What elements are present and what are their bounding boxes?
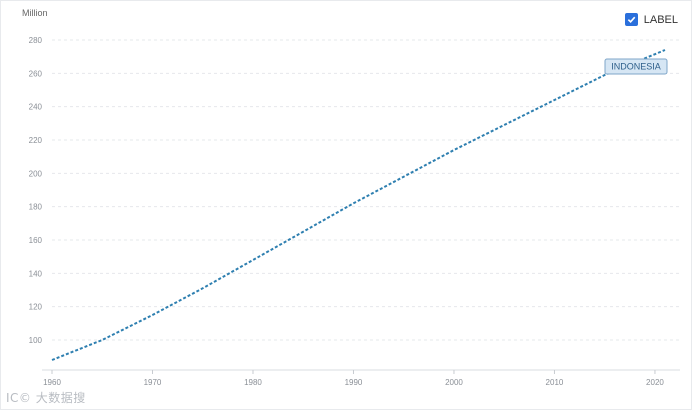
x-tick-1960: 1960 — [43, 378, 61, 387]
y-axis-label: Million — [22, 8, 48, 18]
y-tick-240: 240 — [29, 103, 43, 112]
label-toggle-text: LABEL — [643, 13, 678, 26]
label-toggle[interactable]: LABEL — [624, 13, 678, 26]
y-tick-200: 200 — [29, 169, 43, 178]
y-tick-220: 220 — [29, 136, 43, 145]
x-tick-1980: 1980 — [244, 378, 262, 387]
x-tick-2010: 2010 — [546, 378, 564, 387]
y-tick-280: 280 — [29, 36, 43, 45]
x-tick-1990: 1990 — [345, 378, 363, 387]
y-tick-180: 180 — [29, 203, 43, 212]
series-label-box — [604, 58, 668, 75]
series-line-0 — [51, 49, 666, 361]
y-tick-140: 140 — [29, 269, 43, 278]
x-tick-2000: 2000 — [445, 378, 463, 387]
y-tick-160: 160 — [29, 236, 43, 245]
x-tick-2020: 2020 — [646, 378, 664, 387]
y-tick-260: 260 — [29, 69, 43, 78]
series-label-0: INDONESIA — [611, 62, 661, 72]
watermark: IC© 大数据搜 — [6, 391, 86, 405]
checkbox-icon[interactable] — [624, 13, 638, 26]
y-tick-100: 100 — [29, 336, 43, 345]
y-tick-120: 120 — [29, 303, 43, 312]
x-tick-1970: 1970 — [144, 378, 162, 387]
